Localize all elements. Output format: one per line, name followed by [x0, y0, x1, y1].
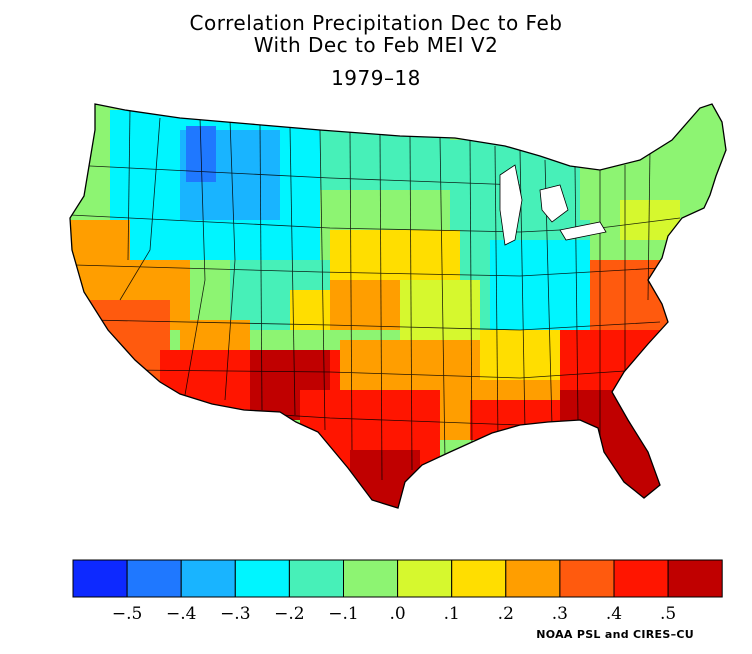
legend-tick-label: −.4: [166, 604, 196, 624]
map-title-line2: With Dec to Feb MEI V2: [253, 33, 499, 57]
legend-tick-label: −.5: [112, 604, 142, 624]
legend-tick-label: .1: [444, 604, 460, 624]
map-period: 1979–18: [331, 66, 421, 90]
legend-tick-label: .0: [389, 604, 405, 624]
legend-swatch: [667, 559, 723, 598]
us-outline: [69, 103, 727, 509]
legend-swatch: [343, 559, 399, 598]
legend-tick-label: .2: [498, 604, 514, 624]
legend-swatch: [559, 559, 615, 598]
credit-text: NOAA PSL and CIRES–CU: [536, 628, 694, 641]
legend-tick-label: .3: [552, 604, 568, 624]
legend-tick-label: −.2: [274, 604, 304, 624]
legend-swatch: [288, 559, 344, 598]
legend-swatch: [613, 559, 669, 598]
legend-swatch: [234, 559, 290, 598]
legend-tick-label: −.1: [328, 604, 358, 624]
legend-swatch: [72, 559, 128, 598]
legend-swatch: [126, 559, 182, 598]
legend-tick-label: .4: [606, 604, 622, 624]
legend-tick-label: −.3: [220, 604, 250, 624]
legend-swatch: [451, 559, 507, 598]
legend-tick-label: .5: [660, 604, 676, 624]
legend-swatch: [180, 559, 236, 598]
legend-swatch: [505, 559, 561, 598]
legend-swatch: [397, 559, 453, 598]
map-title-line1: Correlation Precipitation Dec to Feb: [189, 11, 563, 35]
